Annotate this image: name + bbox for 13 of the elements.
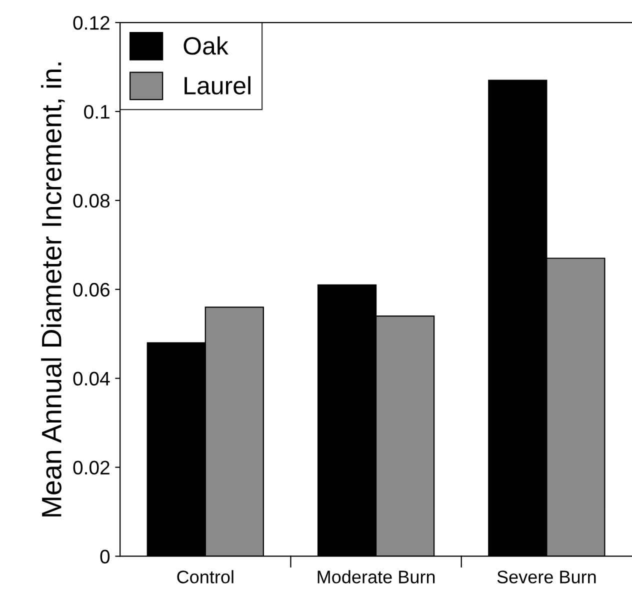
x-tick-label: Moderate Burn	[318, 570, 435, 584]
y-tick-label: 0.04	[73, 372, 110, 386]
y-tick-label: 0.08	[73, 194, 110, 208]
y-tick-label: 0.12	[73, 16, 110, 30]
legend-label: Oak	[184, 36, 228, 55]
x-tick-label: Severe Burn	[497, 570, 596, 584]
y-tick-label: 0.1	[84, 104, 110, 119]
y-axis-title: Mean Annual Diameter Increment, in.	[41, 62, 65, 516]
y-tick-label: 0.02	[73, 460, 110, 475]
x-tick-label: Control	[177, 570, 234, 584]
y-tick-label: 0.06	[73, 282, 110, 297]
legend-label: Laurel	[184, 76, 250, 95]
y-tick-label: 0	[100, 550, 110, 564]
